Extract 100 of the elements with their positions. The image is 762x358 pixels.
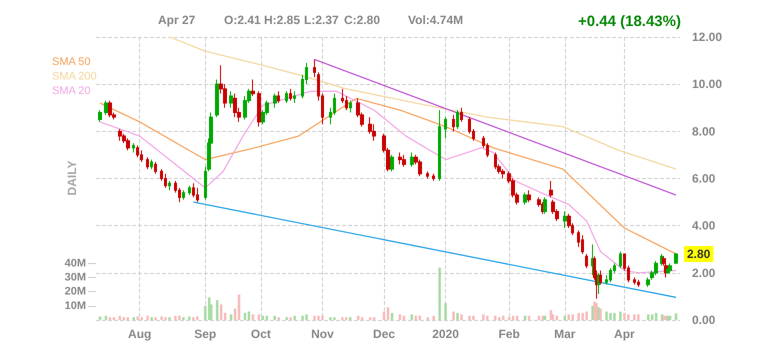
- candlestick: [654, 260, 658, 276]
- bar: [112, 317, 116, 320]
- bar: [150, 317, 153, 320]
- bar: [349, 317, 352, 320]
- candlestick: [494, 152, 497, 170]
- bar: [577, 312, 580, 320]
- candlestick: [619, 251, 622, 269]
- candlestick: [633, 277, 636, 286]
- bar: [524, 316, 526, 320]
- text: O:2.41: [224, 13, 262, 27]
- candlestick: [637, 279, 640, 288]
- bar: [512, 316, 514, 320]
- bar: [146, 316, 149, 320]
- bar: [528, 316, 530, 320]
- candlestick: [390, 154, 394, 172]
- bar: [266, 316, 268, 320]
- candlestick: [215, 78, 219, 118]
- bar: [192, 317, 195, 320]
- candlestick: [251, 78, 255, 96]
- bar: [216, 300, 218, 320]
- x-tick-label: Aug: [128, 327, 152, 341]
- bar: [502, 316, 504, 320]
- x-tick-label: Mar: [554, 327, 576, 341]
- candlestick: [456, 110, 459, 130]
- bar: [386, 307, 390, 320]
- bar: [293, 316, 296, 320]
- bar: [627, 314, 630, 320]
- bar: [368, 317, 372, 320]
- bar: [372, 317, 376, 320]
- bar: [438, 268, 441, 320]
- y-tick-label: 4.00: [692, 218, 716, 233]
- bar: [390, 312, 394, 320]
- bar: [345, 317, 348, 320]
- candlestick: [146, 156, 149, 170]
- bar: [568, 314, 570, 320]
- candlestick: [257, 90, 261, 128]
- candlestick: [273, 93, 277, 108]
- bar: [154, 317, 157, 320]
- candlestick: [229, 90, 233, 108]
- bar: [571, 314, 574, 320]
- candlestick: [609, 268, 612, 283]
- text: SMA 20: [52, 85, 91, 97]
- bar: [623, 312, 626, 320]
- bar: [444, 303, 447, 320]
- bar: [550, 310, 552, 320]
- bar: [460, 314, 463, 320]
- x-tick-label: Dec: [373, 327, 396, 341]
- bar: [508, 317, 510, 320]
- candlestick: [136, 144, 139, 158]
- bar: [160, 316, 163, 320]
- candlestick: [233, 93, 237, 118]
- bar: [118, 316, 122, 320]
- y2-tick-label: 10M: [64, 300, 86, 312]
- bar: [188, 316, 191, 320]
- bar: [613, 312, 616, 320]
- candlestick: [192, 182, 195, 198]
- bar: [472, 316, 475, 320]
- y-tick-label: 2.00: [692, 266, 716, 280]
- bar: [585, 312, 588, 320]
- text: SMA 200: [52, 70, 97, 82]
- candlestick: [285, 90, 288, 104]
- bar: [414, 316, 418, 320]
- bar: [301, 316, 304, 320]
- bar: [609, 312, 612, 320]
- text: +0.44 (18.43%): [578, 13, 681, 30]
- bar: [313, 316, 316, 320]
- y2-tick-label: 40M: [64, 257, 86, 270]
- bar: [178, 316, 181, 320]
- bar: [122, 317, 126, 320]
- candlestick: [118, 128, 122, 142]
- candlestick: [674, 252, 678, 265]
- candlestick: [349, 100, 352, 113]
- y2-tick-label: 20M: [64, 286, 86, 298]
- bar: [516, 316, 518, 320]
- bar: [456, 312, 459, 320]
- bar: [262, 316, 264, 320]
- x-tick-label: Feb: [498, 327, 520, 341]
- bar: [482, 314, 485, 320]
- candlestick: [398, 152, 402, 165]
- bar: [168, 317, 171, 320]
- bar: [140, 317, 143, 320]
- bar: [98, 316, 102, 320]
- bar: [278, 317, 280, 320]
- bar: [104, 316, 108, 320]
- x-tick-label: Nov: [311, 327, 334, 341]
- y-tick-label: 8.00: [692, 124, 716, 138]
- y-tick-label: 0.00: [692, 313, 716, 327]
- bar: [126, 317, 130, 320]
- bar: [426, 317, 429, 320]
- bar: [633, 314, 636, 320]
- bar: [402, 316, 406, 320]
- bar: [556, 316, 558, 320]
- text: H:2.85: [264, 13, 300, 27]
- bar: [398, 314, 402, 320]
- bar: [289, 317, 292, 320]
- bar: [650, 314, 654, 320]
- bar: [382, 312, 386, 320]
- bar: [274, 316, 276, 320]
- candlestick: [460, 107, 463, 122]
- candlestick: [426, 170, 429, 179]
